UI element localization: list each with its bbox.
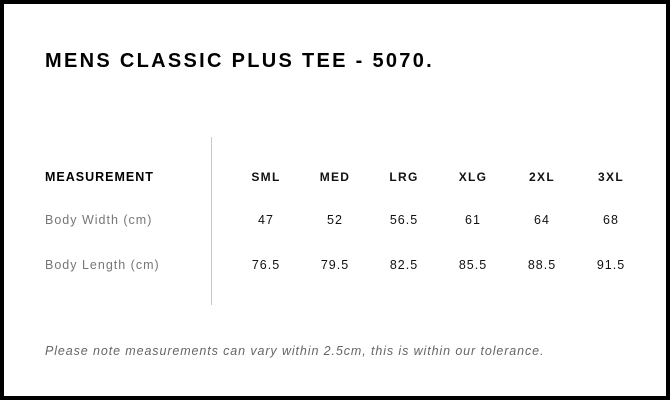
table-cell: 76.5 (251, 258, 281, 272)
table-cell: 56.5 (389, 213, 419, 227)
header-size: 3XL (598, 170, 624, 184)
column-divider (211, 137, 212, 305)
table-cell: 52 (327, 213, 343, 227)
header-measurement: MEASUREMENT (45, 170, 154, 184)
header-size: SML (251, 170, 281, 184)
header-size: MED (319, 170, 351, 184)
table-cell: 68 (603, 213, 619, 227)
table-cell: 47 (258, 213, 274, 227)
table-cell: 85.5 (458, 258, 488, 272)
row-label: Body Length (cm) (45, 258, 160, 272)
table-cell: 61 (465, 213, 481, 227)
page-title: MENS CLASSIC PLUS TEE - 5070. (45, 50, 434, 72)
row-label: Body Width (cm) (45, 213, 153, 227)
tolerance-note: Please note measurements can vary within… (45, 344, 545, 358)
table-cell: 79.5 (320, 258, 350, 272)
header-size: LRG (389, 170, 419, 184)
table-cell: 64 (534, 213, 550, 227)
table-cell: 91.5 (596, 258, 626, 272)
table-cell: 82.5 (389, 258, 419, 272)
header-size: XLG (458, 170, 488, 184)
header-size: 2XL (529, 170, 555, 184)
table-cell: 88.5 (527, 258, 557, 272)
